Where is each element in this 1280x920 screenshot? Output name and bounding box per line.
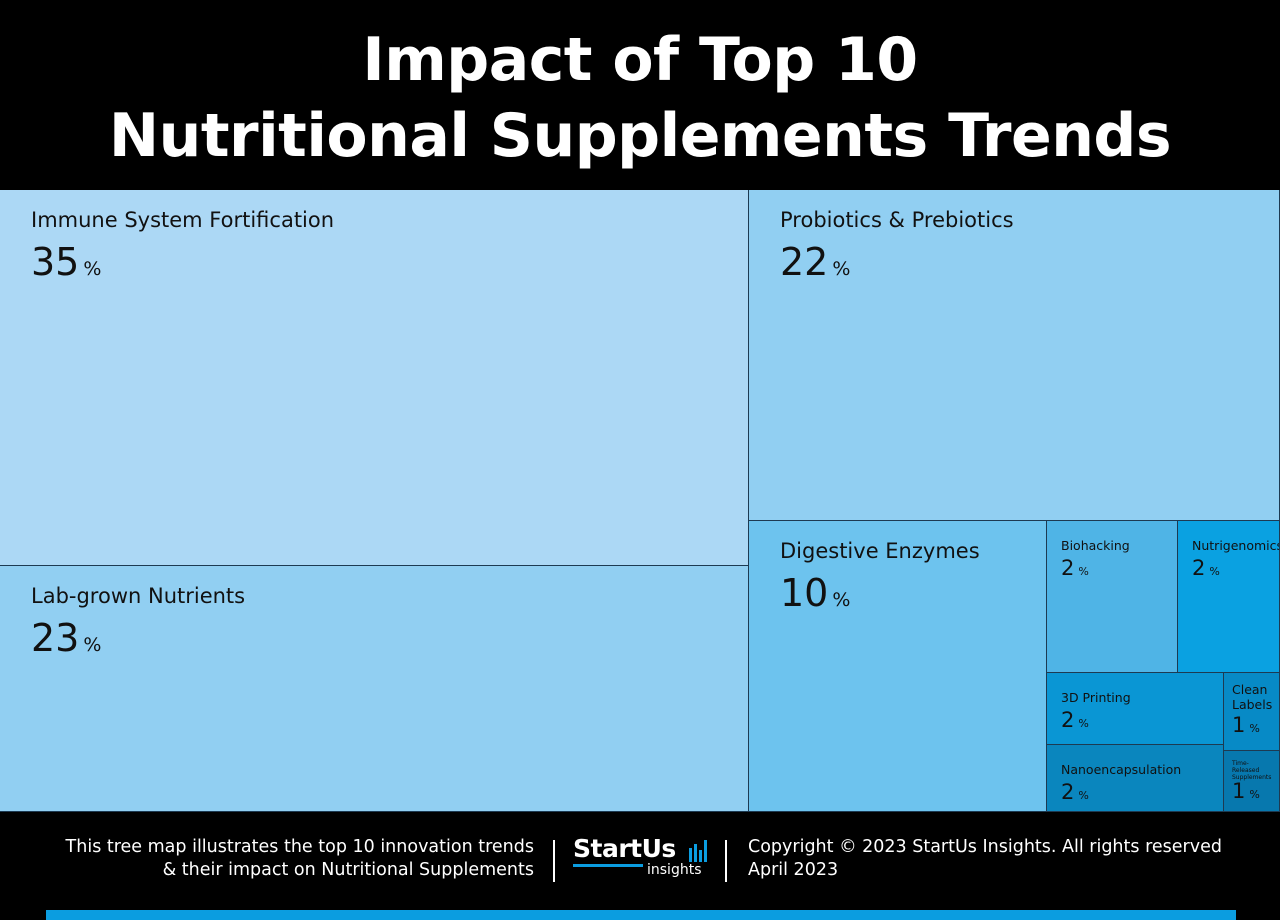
treemap-value-number: 2 bbox=[1061, 780, 1075, 804]
chart-title-line-2: Nutritional Supplements Trends bbox=[108, 101, 1172, 171]
treemap-tile-label: Biohacking bbox=[1061, 538, 1130, 553]
date-text: April 2023 bbox=[748, 860, 839, 880]
treemap-tile-label: Time-Released Supplements bbox=[1232, 760, 1272, 781]
footer-copyright-block: Copyright © 2023 StartUs Insights. All r… bbox=[748, 836, 1268, 882]
bar-chart-icon bbox=[689, 840, 707, 862]
startus-logo: StartUs insights bbox=[573, 834, 713, 884]
treemap-tile-label: Clean Labels bbox=[1232, 682, 1273, 712]
bottom-accent-bar bbox=[46, 910, 1236, 920]
treemap-tile-digestive-enzymes: Digestive Enzymes 10% bbox=[749, 521, 1047, 812]
treemap-tile-label: Immune System Fortification bbox=[31, 208, 335, 232]
treemap-value-number: 1 bbox=[1232, 713, 1246, 737]
treemap-tile-value: 23% bbox=[31, 616, 101, 660]
treemap-value-unit: % bbox=[83, 634, 102, 656]
footer-description: This tree map illustrates the top 10 inn… bbox=[20, 836, 534, 882]
treemap-value-unit: % bbox=[83, 258, 102, 280]
footer-divider-right bbox=[725, 840, 727, 882]
treemap-value-unit: % bbox=[1249, 788, 1260, 801]
treemap-tile-label: Nanoencapsulation bbox=[1061, 762, 1182, 777]
treemap-tile-value: 2% bbox=[1061, 708, 1089, 732]
treemap-tile-time-released-supplements: Time-Released Supplements 1% bbox=[1224, 751, 1280, 812]
treemap-tile-label: Nutrigenomics bbox=[1192, 538, 1280, 553]
treemap-tile-value: 1% bbox=[1232, 779, 1260, 803]
treemap-value-unit: % bbox=[832, 589, 851, 611]
treemap-tile-biohacking: Biohacking 2% bbox=[1047, 521, 1178, 673]
footer-divider-left bbox=[553, 840, 555, 882]
footer-description-line-2: & their impact on Nutritional Supplement… bbox=[162, 860, 534, 880]
treemap-value-number: 23 bbox=[31, 616, 80, 660]
treemap-value-number: 1 bbox=[1232, 779, 1246, 803]
logo-sub-text: insights bbox=[647, 862, 702, 878]
treemap-tile-label: Digestive Enzymes bbox=[780, 539, 980, 563]
treemap-tile-lab-grown-nutrients: Lab-grown Nutrients 23% bbox=[0, 566, 749, 812]
treemap-tile-value: 2% bbox=[1061, 556, 1089, 580]
chart-title-line-1: Impact of Top 10 bbox=[362, 25, 918, 95]
treemap: Immune System Fortification 35% Lab-grown … bbox=[0, 190, 1280, 812]
treemap-tile-nutrigenomics: Nutrigenomics 2% bbox=[1178, 521, 1280, 673]
treemap-value-number: 2 bbox=[1192, 556, 1206, 580]
treemap-value-number: 2 bbox=[1061, 708, 1075, 732]
treemap-tile-label: 3D Printing bbox=[1061, 690, 1131, 705]
treemap-value-number: 35 bbox=[31, 240, 80, 284]
treemap-value-unit: % bbox=[1078, 717, 1089, 730]
treemap-value-unit: % bbox=[1209, 565, 1220, 578]
treemap-value-unit: % bbox=[1078, 789, 1089, 802]
treemap-tile-label: Probiotics & Prebiotics bbox=[780, 208, 1014, 232]
treemap-value-unit: % bbox=[1078, 565, 1089, 578]
footer-description-line-1: This tree map illustrates the top 10 inn… bbox=[65, 837, 534, 857]
treemap-tile-value: 10% bbox=[780, 571, 850, 615]
treemap-tile-value: 2% bbox=[1192, 556, 1220, 580]
treemap-tile-3d-printing: 3D Printing 2% bbox=[1047, 673, 1224, 745]
treemap-tile-nanoencapsulation: Nanoencapsulation 2% bbox=[1047, 745, 1224, 812]
treemap-value-number: 22 bbox=[780, 240, 829, 284]
treemap-tile-immune-system-fortification: Immune System Fortification 35% bbox=[0, 190, 749, 566]
chart-title: Impact of Top 10 Nutritional Supplements… bbox=[0, 22, 1280, 174]
treemap-value-number: 10 bbox=[780, 571, 829, 615]
treemap-tile-value: 22% bbox=[780, 240, 850, 284]
logo-underline bbox=[573, 864, 643, 867]
treemap-tile-clean-labels: Clean Labels 1% bbox=[1224, 673, 1280, 751]
treemap-tile-value: 1% bbox=[1232, 713, 1260, 737]
copyright-text: Copyright © 2023 StartUs Insights. All r… bbox=[748, 837, 1222, 857]
treemap-tile-label: Lab-grown Nutrients bbox=[31, 584, 246, 608]
treemap-tile-value: 35% bbox=[31, 240, 101, 284]
treemap-value-unit: % bbox=[832, 258, 851, 280]
treemap-tile-value: 2% bbox=[1061, 780, 1089, 804]
treemap-value-unit: % bbox=[1249, 722, 1260, 735]
treemap-tile-probiotics-prebiotics: Probiotics & Prebiotics 22% bbox=[749, 190, 1280, 521]
logo-main-text: StartUs bbox=[573, 834, 676, 863]
treemap-value-number: 2 bbox=[1061, 556, 1075, 580]
